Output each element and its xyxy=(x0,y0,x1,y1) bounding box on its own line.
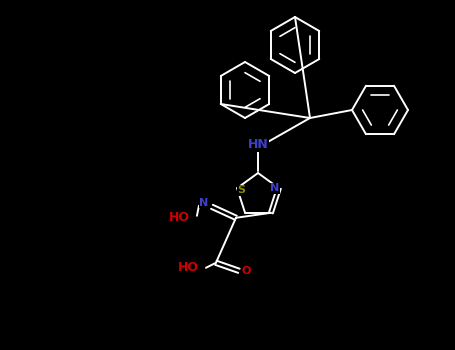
Text: HO: HO xyxy=(168,211,189,224)
Text: HO: HO xyxy=(177,261,198,274)
Text: N: N xyxy=(270,183,279,193)
Text: S: S xyxy=(237,185,245,195)
Text: O: O xyxy=(241,266,251,276)
Text: N: N xyxy=(199,198,208,208)
Text: HN: HN xyxy=(248,139,268,152)
